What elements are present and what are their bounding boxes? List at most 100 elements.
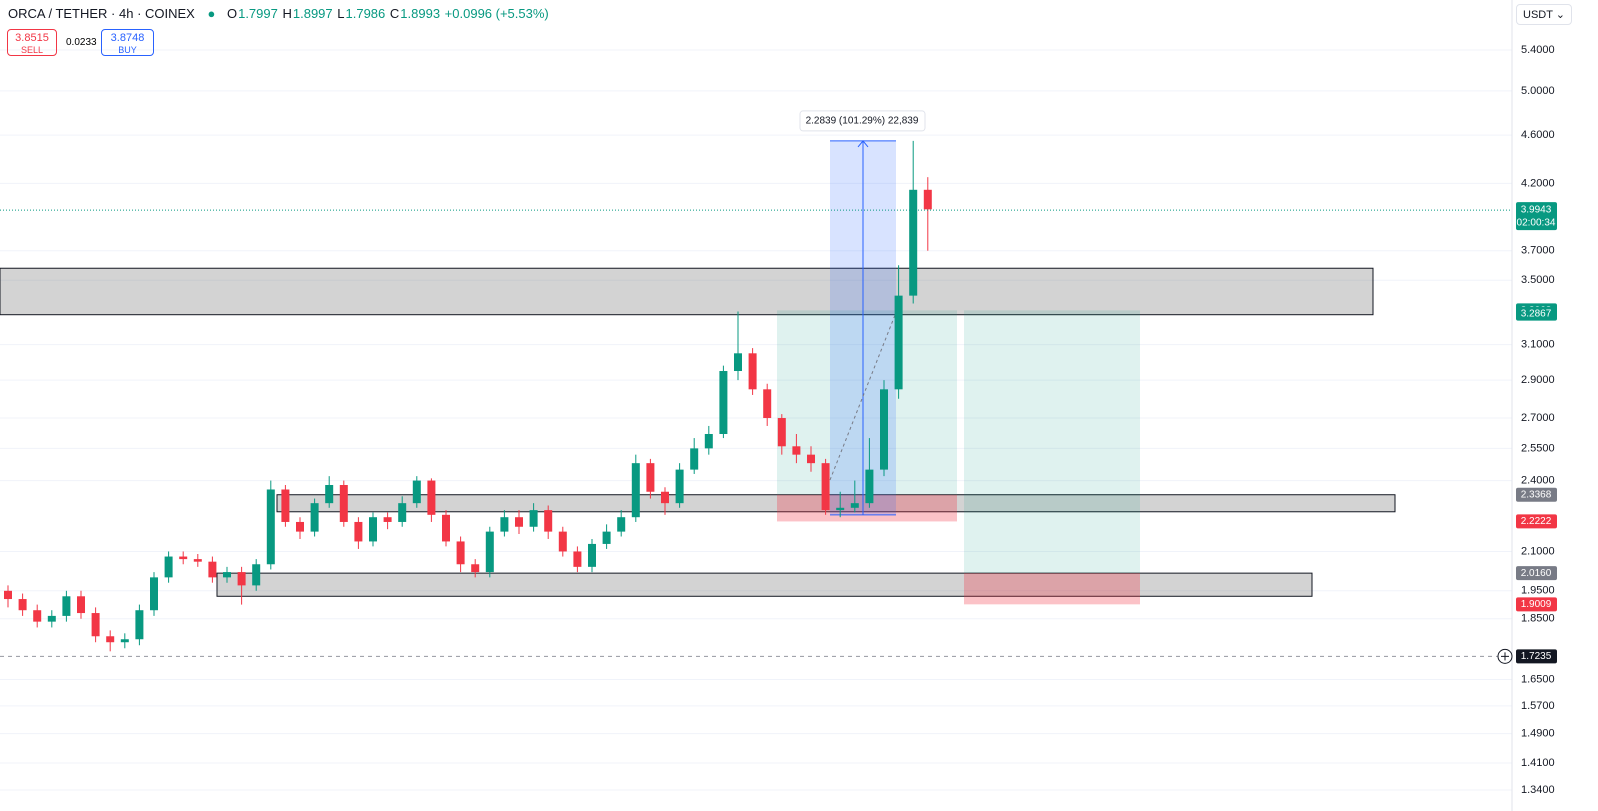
candle-body — [237, 572, 246, 586]
candle-body — [208, 561, 217, 578]
candle-body — [602, 531, 611, 544]
candle-body — [77, 596, 85, 614]
price-tag — [1516, 597, 1557, 612]
candle-body — [310, 503, 319, 532]
candle-body — [369, 517, 377, 542]
sell-price: 3.8515 — [15, 32, 49, 44]
candle-body — [223, 572, 231, 578]
candle-body — [383, 517, 392, 522]
candle-body — [296, 521, 304, 532]
candle-body — [266, 489, 275, 565]
candle-body — [33, 610, 42, 622]
candle-body — [675, 469, 684, 504]
candle-body — [106, 636, 115, 643]
candle-body — [164, 556, 173, 578]
profit-zone — [964, 310, 1140, 574]
sell-label: SELL — [20, 45, 44, 55]
spread: 0.0233 — [66, 37, 97, 48]
y-tick-label: 5.0000 — [1521, 85, 1555, 97]
candle-body — [573, 551, 582, 567]
y-tick-label: 2.7000 — [1521, 412, 1555, 424]
candle-body — [923, 189, 932, 210]
price-tag-label: 3.2867 — [1521, 308, 1552, 319]
candle-body — [821, 463, 830, 511]
candle-body — [588, 543, 596, 567]
candle-body — [807, 454, 815, 464]
price-tag — [1516, 566, 1557, 581]
candle-body — [120, 639, 129, 643]
candle-body — [150, 577, 158, 611]
price-tag-label: 2.3368 — [1521, 489, 1552, 500]
candle-body — [47, 615, 56, 622]
header: ORCA / TETHER · 4h · COINEX ● O1.7997 H1… — [8, 6, 549, 21]
price-tag — [1516, 514, 1557, 529]
candle-body — [646, 463, 655, 492]
sell-button[interactable]: 3.8515 SELL — [7, 29, 57, 56]
open: 1.7997 — [238, 6, 278, 21]
zone — [216, 572, 1313, 597]
candle-body — [865, 469, 874, 504]
price-tag-label: 2.0160 — [1521, 568, 1552, 579]
price-tag — [1516, 649, 1557, 664]
y-tick-label: 3.7000 — [1521, 245, 1555, 257]
candle-body — [485, 531, 494, 573]
zone — [0, 267, 1374, 316]
candle-body — [18, 599, 27, 611]
price-tag-label: 1.7235 — [1521, 651, 1552, 662]
candle-body — [252, 564, 261, 586]
close: 1.8993 — [400, 6, 441, 21]
y-tick-label: 1.6500 — [1521, 673, 1555, 685]
y-tick-label: 4.2000 — [1521, 177, 1555, 189]
candle-body — [558, 531, 567, 552]
candle-body — [777, 418, 786, 447]
y-tick-label: 2.9000 — [1521, 374, 1555, 386]
candle-body — [836, 507, 845, 511]
y-tick-label: 1.9500 — [1521, 585, 1555, 597]
candle-body — [412, 480, 421, 504]
candle-body — [617, 517, 626, 532]
candle-body — [909, 189, 918, 296]
candle-body — [748, 353, 757, 390]
candle-body — [4, 590, 12, 600]
candle-body — [894, 295, 903, 390]
y-tick-label: 1.3400 — [1521, 784, 1555, 796]
y-tick-label: 2.1000 — [1521, 545, 1555, 557]
y-tick-label: 1.5700 — [1521, 700, 1555, 712]
candle-body — [91, 613, 100, 637]
candle-body — [398, 503, 407, 522]
l-label: L — [337, 6, 345, 21]
candle-body — [792, 446, 801, 455]
candle-body — [281, 489, 290, 522]
candle-body — [763, 389, 772, 419]
plus — [1501, 652, 1509, 661]
candle-body — [427, 480, 436, 515]
zone — [276, 494, 1396, 513]
high: 1.8997 — [292, 6, 333, 21]
candle-body — [515, 517, 523, 527]
candle-body — [62, 596, 71, 616]
candle-body — [880, 389, 888, 470]
buy-label: BUY — [118, 45, 137, 55]
candle-body — [354, 521, 363, 542]
y-tick-label: 3.5000 — [1521, 274, 1555, 286]
candle-body — [135, 610, 144, 640]
low: 1.7986 — [345, 6, 386, 21]
currency: USDT — [1523, 9, 1553, 21]
y-tick-label: 2.4000 — [1521, 474, 1555, 486]
candle-body — [442, 514, 450, 542]
y-tick-label: 1.4100 — [1521, 757, 1555, 769]
candle-body — [456, 541, 465, 565]
candle-body — [500, 517, 509, 532]
candle-body — [661, 491, 669, 504]
symbol[interactable]: ORCA / TETHER · 4h · COINEX — [8, 6, 195, 21]
buy-button[interactable]: 3.8748 BUY — [101, 29, 154, 56]
candle-body — [544, 510, 553, 532]
y-tick-label: 1.4900 — [1521, 728, 1555, 740]
measure-label: 2.2839 (101.29%) 22,839 — [806, 116, 919, 127]
price-tag — [1516, 487, 1557, 502]
currency-select[interactable]: USDT ⌄ — [1516, 4, 1573, 25]
y-tick-label: 1.8500 — [1521, 613, 1555, 625]
c-label: C — [389, 6, 400, 21]
